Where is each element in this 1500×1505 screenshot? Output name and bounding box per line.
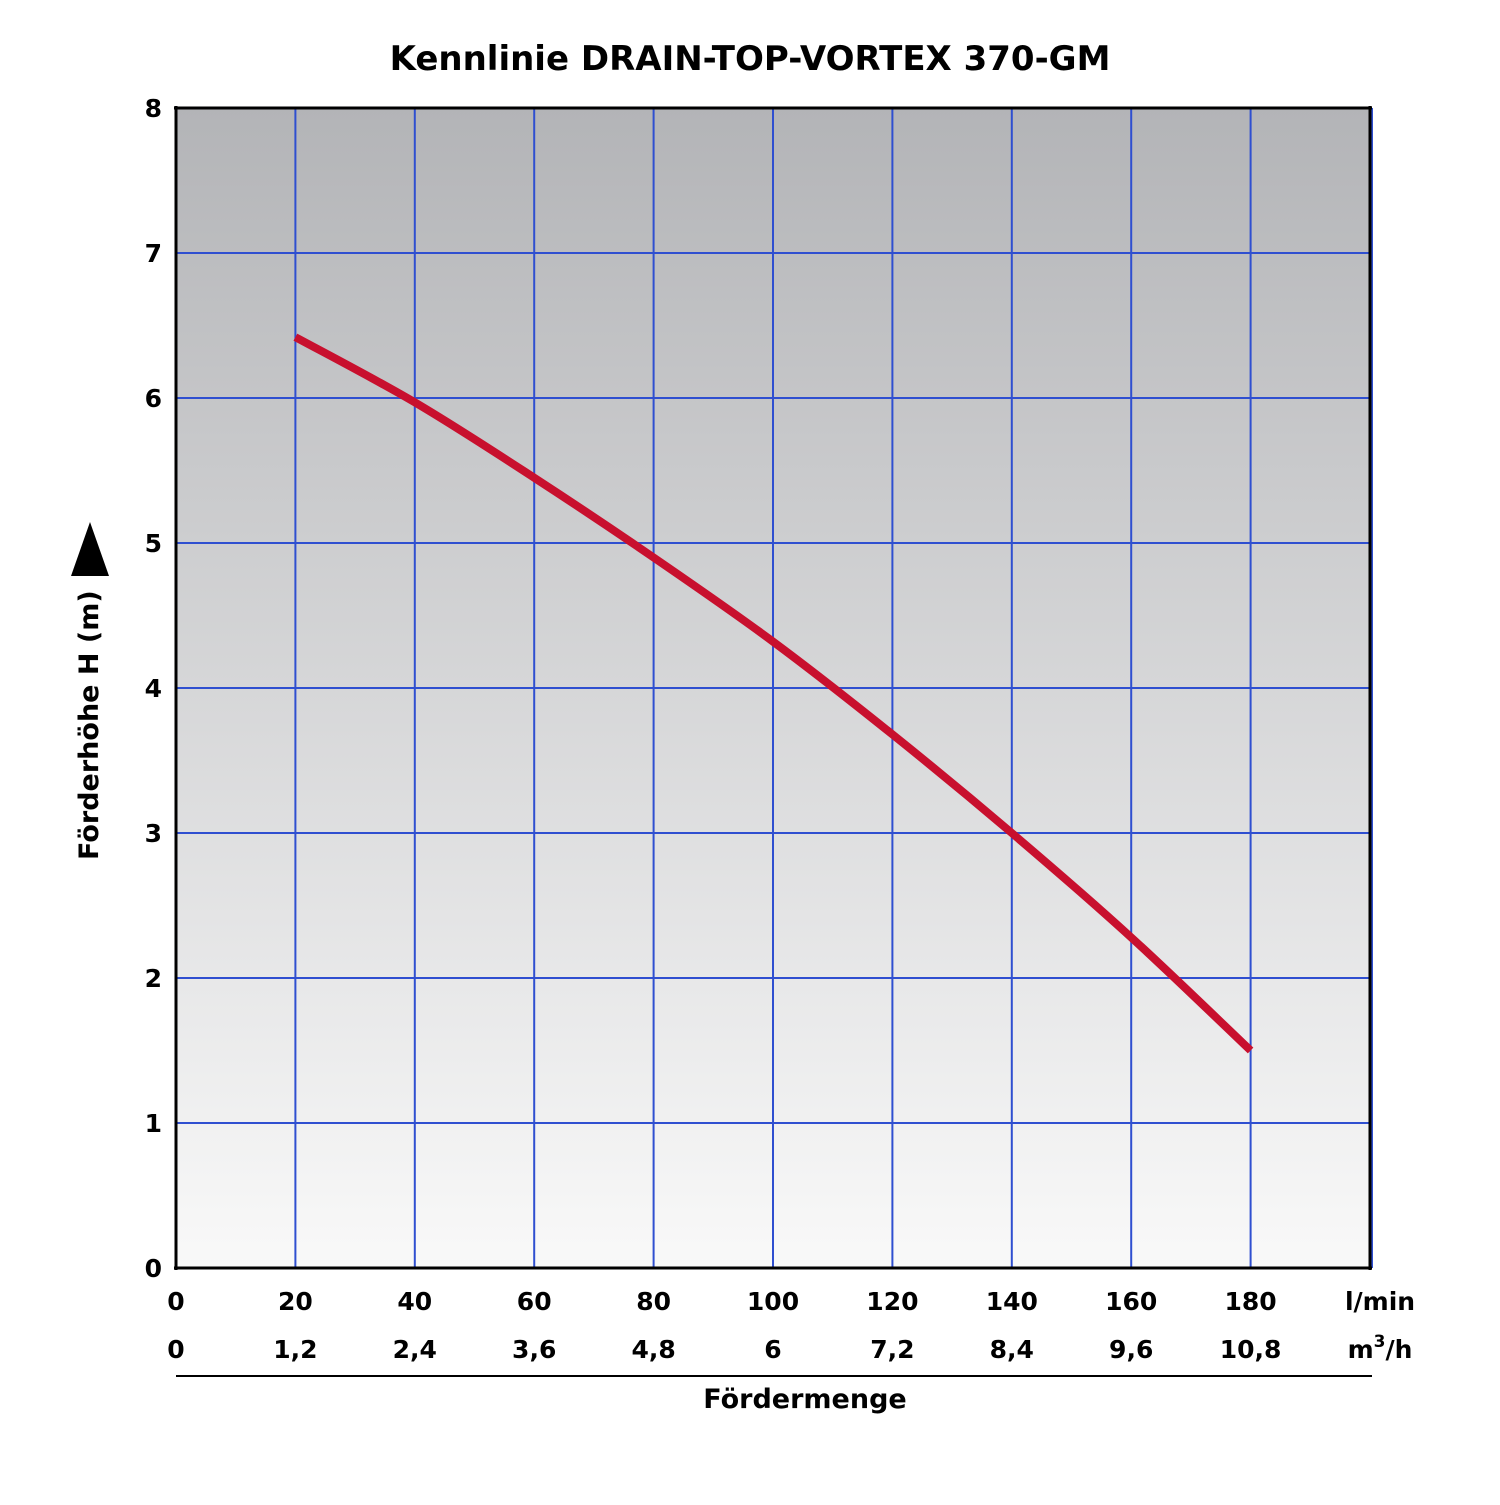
x-tick-label-m3h-6: 7,2 (870, 1335, 914, 1364)
y-tick-label-2: 2 (145, 964, 162, 993)
x-tick-label-m3h-0: 0 (167, 1335, 184, 1364)
x-tick-label-m3h-2: 2,4 (393, 1335, 437, 1364)
x-unit-m3h: m3/h (1348, 1332, 1413, 1364)
y-tick-label-1: 1 (145, 1109, 162, 1138)
x-tick-label-m3h-8: 9,6 (1109, 1335, 1153, 1364)
x-tick-label-m3h-9: 10,8 (1220, 1335, 1282, 1364)
x-tick-label-lmin-0: 0 (167, 1287, 184, 1316)
y-tick-label-4: 4 (145, 674, 162, 703)
x-tick-label-lmin-2: 40 (397, 1287, 432, 1316)
x-tick-label-m3h-4: 4,8 (631, 1335, 675, 1364)
x-tick-labels-lmin: 0 20 40 60 80 100 120 140 160 180 (167, 1287, 1276, 1316)
x-tick-label-m3h-3: 3,6 (512, 1335, 556, 1364)
x-tick-label-lmin-7: 140 (986, 1287, 1038, 1316)
x-tick-label-lmin-3: 60 (517, 1287, 552, 1316)
y-tick-label-7: 7 (145, 239, 162, 268)
x-tick-labels-m3h: 0 1,2 2,4 3,6 4,8 6 7,2 8,4 9,6 10,8 (167, 1335, 1281, 1364)
y-axis-title-group: Förderhöhe H (m) (71, 522, 109, 860)
y-tick-label-5: 5 (145, 529, 162, 558)
x-tick-label-lmin-1: 20 (278, 1287, 313, 1316)
plot-frame (174, 106, 1372, 1270)
x-tick-label-m3h-1: 1,2 (273, 1335, 317, 1364)
x-unit-m3h-sup: 3 (1374, 1332, 1386, 1352)
y-tick-labels: 0 1 2 3 4 5 6 7 8 (145, 94, 162, 1283)
y-axis-arrow-icon (71, 522, 109, 576)
y-tick-label-0: 0 (145, 1254, 162, 1283)
y-tick-label-3: 3 (145, 819, 162, 848)
x-unit-m3h-tail: /h (1385, 1335, 1412, 1364)
x-tick-label-lmin-5: 100 (747, 1287, 799, 1316)
series-line (293, 333, 1254, 1054)
x-axis-title: Fördermenge (703, 1384, 906, 1415)
x-tick-label-lmin-9: 180 (1225, 1287, 1277, 1316)
x-tick-label-m3h-7: 8,4 (990, 1335, 1034, 1364)
chart-title: Kennlinie DRAIN-TOP-VORTEX 370-GM (390, 39, 1111, 79)
x-tick-label-lmin-8: 160 (1105, 1287, 1157, 1316)
x-unit-lmin: l/min (1345, 1287, 1415, 1316)
x-tick-label-lmin-4: 80 (636, 1287, 671, 1316)
y-tick-label-8: 8 (145, 94, 162, 123)
x-tick-label-lmin-6: 120 (866, 1287, 918, 1316)
y-tick-label-6: 6 (145, 384, 162, 413)
x-tick-label-m3h-5: 6 (764, 1335, 781, 1364)
y-axis-title: Förderhöhe H (m) (74, 590, 105, 860)
x-unit-m3h-base: m (1348, 1335, 1374, 1364)
